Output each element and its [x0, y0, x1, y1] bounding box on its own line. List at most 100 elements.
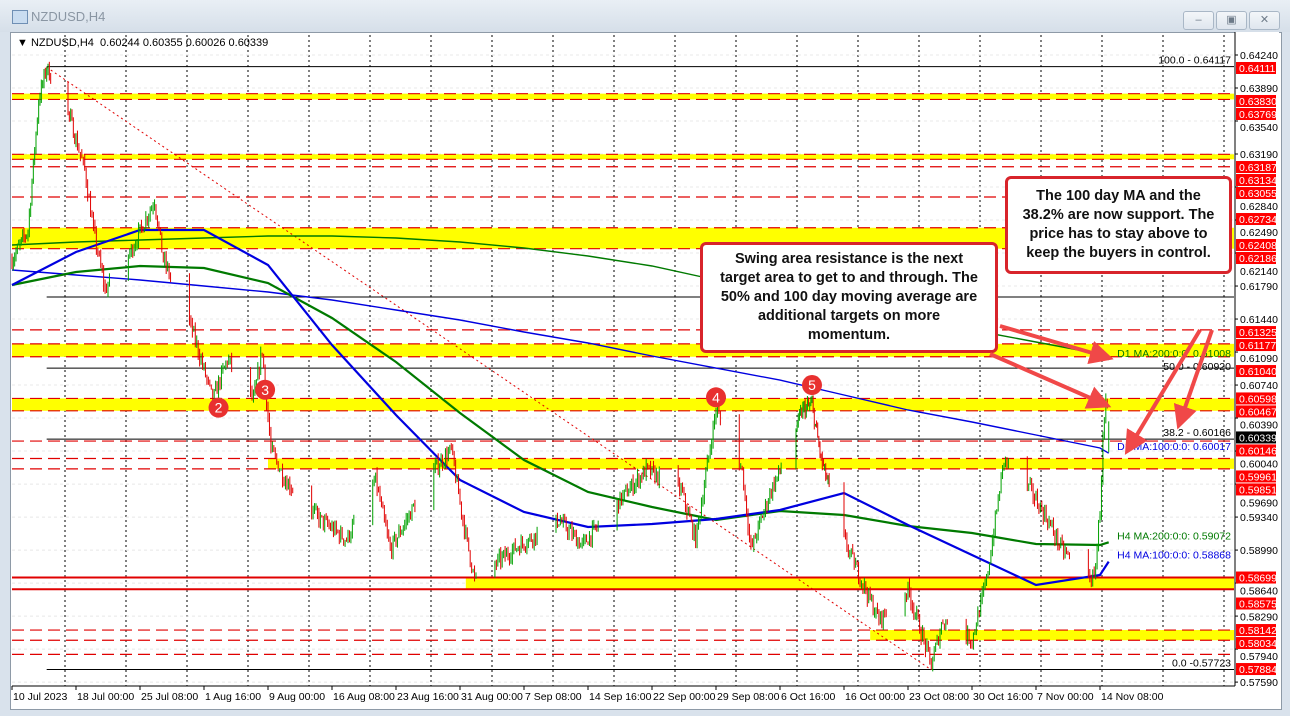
swing-marker-circle: [255, 379, 276, 400]
support-resistance-zone: [870, 630, 1234, 641]
time-axis-label: 7 Sep 08:00: [525, 691, 582, 703]
chart-window-icon: [12, 10, 28, 24]
time-axis-label: 30 Oct 16:00: [973, 691, 1033, 703]
price-level-tag-text: 0.59851: [1239, 484, 1277, 496]
price-level-tag-text: 0.62408: [1239, 240, 1277, 252]
moving-average-label: D1 MA:200:0:0: 0.61008: [1117, 348, 1231, 360]
price-axis-label: 0.60740: [1240, 380, 1278, 392]
swing-marker-label: 5: [808, 377, 816, 393]
time-axis-label: 18 Jul 00:00: [77, 691, 134, 703]
swing-marker-label: 3: [261, 382, 269, 398]
price-level-tag-text: 0.58034: [1239, 638, 1277, 650]
time-axis-label: 6 Oct 16:00: [781, 691, 835, 703]
swing-marker-label: 2: [215, 400, 223, 416]
price-axis-label: 0.60040: [1240, 458, 1278, 470]
support-resistance-zone: [12, 154, 1234, 160]
time-axis-label: 10 Jul 2023: [13, 691, 67, 703]
price-level-tag: [1236, 62, 1276, 74]
header-symbol: NZDUSD,H4: [30, 37, 94, 49]
swing-marker-circle: [802, 375, 822, 396]
support-resistance-zone: [12, 398, 1234, 411]
callout-resistance: Swing area resistance is the next target…: [700, 242, 998, 353]
price-level-tag: [1236, 483, 1276, 496]
swing-marker: 5: [802, 375, 822, 396]
time-axis-label: 9 Aug 00:00: [269, 691, 325, 703]
price-level-tag: [1236, 571, 1276, 584]
price-axis-label: 0.63890: [1240, 83, 1278, 95]
time-axis-label: 23 Oct 08:00: [909, 691, 969, 703]
time-axis-label: 25 Jul 08:00: [141, 691, 198, 703]
price-level-tag: [1236, 597, 1276, 610]
collapse-triangle-icon[interactable]: ▼: [17, 37, 31, 49]
time-axis-label: 14 Nov 08:00: [1101, 691, 1164, 703]
time-axis-label: 23 Aug 16:00: [397, 691, 459, 703]
minimize-button[interactable]: ‒: [1183, 11, 1214, 30]
time-axis-label: 22 Sep 00:00: [653, 691, 716, 703]
callout-resistance-text: Swing area resistance is the next target…: [720, 251, 978, 343]
fib-level-label: 100.0 - 0.64117: [1158, 55, 1231, 67]
window-titlebar[interactable]: NZDUSD,H4 ‒ ▣ ✕: [0, 0, 1290, 32]
header-low: 0.60026: [185, 37, 226, 49]
price-level-tag: [1236, 624, 1276, 637]
price-level-tag-text: 0.61040: [1239, 366, 1277, 378]
price-level-tag-text: 0.63055: [1239, 188, 1277, 200]
price-level-tag: [1236, 326, 1276, 339]
close-icon: ✕: [1259, 14, 1270, 26]
fib-level-label: 50.0 - 0.60920: [1163, 361, 1231, 373]
price-axis-label: 0.57590: [1240, 677, 1278, 689]
callout-support-text: The 100 day MA and the 38.2% are now sup…: [1022, 188, 1215, 261]
price-level-tag-text: 0.58142: [1239, 625, 1277, 637]
price-axis-label: 0.61440: [1240, 314, 1278, 326]
price-level-tag: [1236, 108, 1276, 121]
price-level-tag: [1236, 470, 1276, 483]
price-level-tag: [1236, 663, 1276, 676]
swing-marker-label: 4: [712, 389, 720, 405]
restore-button[interactable]: ▣: [1216, 11, 1247, 30]
price-axis-label: 0.57940: [1240, 651, 1278, 663]
price-axis-label: 0.61090: [1240, 353, 1278, 365]
last-price-tag: [1236, 431, 1276, 444]
last-price-tag-text: 0.60339: [1239, 432, 1277, 444]
time-axis-label: 7 Nov 00:00: [1037, 691, 1094, 703]
price-level-tag: [1236, 444, 1276, 457]
price-level-tag: [1236, 174, 1276, 187]
price-level-tag-text: 0.61177: [1239, 340, 1276, 352]
moving-average-line: [11, 228, 1110, 587]
price-axis-label: 0.63540: [1240, 122, 1278, 134]
price-level-tag: [1236, 252, 1276, 265]
moving-average-label: D1 MA:100:0:0: 0.60017: [1117, 441, 1231, 453]
price-axis-label: 0.63190: [1240, 149, 1278, 161]
window-title: NZDUSD,H4: [31, 9, 106, 24]
price-level-tag-text: 0.57884: [1239, 664, 1277, 676]
time-axis-label: 16 Aug 08:00: [333, 691, 395, 703]
price-axis-label: 0.62140: [1240, 266, 1278, 278]
price-axis-label: 0.59340: [1240, 512, 1278, 524]
time-axis-label: 29 Sep 08:00: [717, 691, 780, 703]
restore-icon: ▣: [1226, 14, 1237, 26]
price-level-tag-text: 0.63830: [1239, 96, 1277, 108]
price-axis-label: 0.61790: [1240, 281, 1278, 293]
price-level-tag: [1236, 239, 1276, 252]
price-level-tag: [1236, 339, 1276, 352]
swing-marker: 2: [208, 397, 229, 418]
price-level-tag-text: 0.60467: [1239, 406, 1277, 418]
support-resistance-zone: [465, 577, 1234, 590]
price-level-tag-text: 0.63769: [1239, 109, 1277, 121]
price-level-tag-text: 0.59961: [1239, 471, 1277, 483]
close-button[interactable]: ✕: [1249, 11, 1280, 30]
swing-marker-circle: [706, 387, 726, 408]
price-axis-label: 0.62490: [1240, 227, 1278, 239]
swing-marker: 3: [255, 379, 276, 400]
price-level-tag-text: 0.58575: [1239, 599, 1277, 611]
price-level-tag: [1236, 405, 1276, 418]
moving-average-line: [11, 264, 1110, 547]
time-axis-label: 1 Aug 16:00: [205, 691, 261, 703]
header-high: 0.60355: [142, 37, 183, 49]
price-level-tag-text: 0.58699: [1239, 573, 1277, 585]
time-axis-label: 31 Aug 00:00: [461, 691, 523, 703]
fib-level-label: 0.0 -0.57723: [1172, 658, 1231, 670]
price-level-tag-text: 0.64111: [1239, 63, 1276, 75]
price-level-tag: [1236, 187, 1276, 200]
price-level-tag-text: 0.60598: [1239, 393, 1277, 405]
